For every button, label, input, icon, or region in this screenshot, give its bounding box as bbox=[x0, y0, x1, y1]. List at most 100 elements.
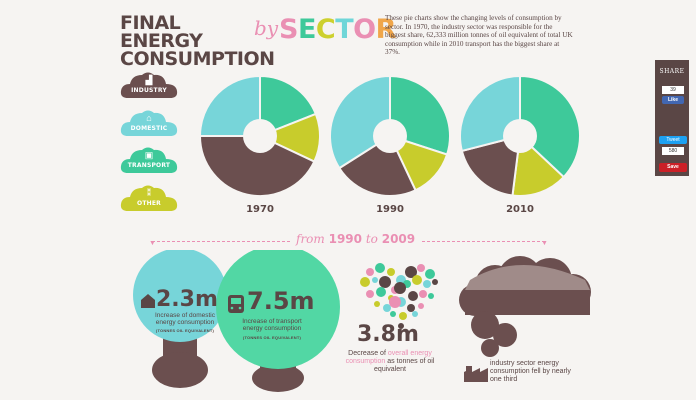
title-line-1: FINAL ENERGY bbox=[120, 12, 203, 52]
heart-dot bbox=[425, 269, 435, 279]
domestic-stat-text: Increase of domestic energy consumption bbox=[155, 312, 215, 326]
pie-slice-1990-domestic bbox=[329, 74, 391, 170]
arrow-right-icon: ▼ bbox=[541, 240, 548, 247]
heart-dot bbox=[379, 276, 391, 288]
domestic-tree-circle bbox=[133, 250, 227, 342]
pie-year-label: 1990 bbox=[376, 204, 404, 215]
transport-stat-value: 7.5m bbox=[247, 287, 315, 315]
legend-label: TRANSPORT bbox=[127, 162, 171, 169]
pie-slice-1970-industry bbox=[198, 135, 316, 197]
range-end: 2009 bbox=[381, 232, 416, 246]
heart-dot bbox=[389, 296, 401, 308]
range-to: to bbox=[365, 232, 378, 246]
house-icon: ⌂ bbox=[146, 113, 152, 123]
transport-stat-sub: (TONNES OIL EQUIVALENT) bbox=[242, 335, 302, 340]
heart-dot bbox=[418, 303, 424, 309]
stat-illustrations bbox=[133, 250, 591, 392]
range-start: 1990 bbox=[328, 232, 363, 246]
overall-text-b: as tonnes of oil equivalent bbox=[374, 358, 435, 373]
pie-year-label: 1970 bbox=[246, 204, 274, 215]
sector-letter: R bbox=[375, 14, 397, 45]
heart-dot bbox=[412, 311, 418, 317]
industry-stat-text: industry sector energy consumption fell … bbox=[490, 360, 571, 383]
range-from: from bbox=[296, 232, 325, 246]
transport-trunk-base bbox=[252, 364, 304, 392]
heart-dot bbox=[407, 304, 415, 312]
heart-dot bbox=[360, 277, 370, 287]
house-icon bbox=[141, 294, 155, 308]
legend-cloud-shape bbox=[120, 185, 178, 211]
tweet-count: 580 bbox=[662, 147, 684, 155]
pie-slice-2010-transport bbox=[519, 74, 581, 179]
legend-item-domestic: ⌂ DOMESTIC bbox=[120, 108, 178, 138]
overall-text-highlight: overall energy consumption bbox=[345, 350, 432, 365]
heart-dot bbox=[387, 268, 395, 276]
legend-label: OTHER bbox=[137, 200, 161, 207]
other-icon: ⁑ bbox=[146, 188, 152, 198]
tweet-button[interactable]: Tweet bbox=[659, 136, 687, 144]
heart-dot bbox=[390, 311, 396, 317]
heart-dot bbox=[412, 275, 422, 285]
title-by: by bbox=[254, 16, 279, 40]
heart-dot bbox=[419, 290, 427, 298]
dot-heart-icon bbox=[360, 263, 438, 329]
legend-label: INDUSTRY bbox=[131, 87, 167, 94]
heart-dot bbox=[375, 263, 385, 273]
sector-letter: T bbox=[335, 14, 354, 45]
pie-hole bbox=[373, 119, 407, 153]
transport-tree-circle bbox=[216, 250, 340, 369]
facebook-like-label: Like bbox=[667, 97, 678, 103]
share-sidebar bbox=[655, 60, 689, 176]
train-icon bbox=[228, 295, 244, 313]
heart-dot bbox=[398, 323, 404, 329]
overall-stat-text: Decrease of overall energy consumption a… bbox=[340, 350, 440, 374]
heart-dot bbox=[417, 264, 425, 272]
heart-dot bbox=[366, 268, 374, 276]
legend-cloud-shape bbox=[120, 110, 178, 136]
pie-hole bbox=[503, 119, 537, 153]
tweet-label: Tweet bbox=[666, 137, 680, 143]
domestic-stat-sub: (TONNES OIL EQUIVALENT) bbox=[155, 328, 215, 333]
domestic-stat-value: 2.3m bbox=[156, 287, 218, 312]
pie-hole bbox=[243, 119, 277, 153]
heart-dot bbox=[383, 304, 391, 312]
pie-slice-2010-industry bbox=[460, 134, 522, 197]
factory-icon: ▟ bbox=[145, 75, 153, 85]
sector-letter: S bbox=[279, 14, 298, 45]
heart-dot bbox=[423, 280, 431, 288]
heart-dot bbox=[428, 293, 434, 299]
legend-cloud-shape bbox=[120, 147, 178, 173]
legend-item-other: ⁑ OTHER bbox=[120, 183, 178, 213]
facebook-count: 39 bbox=[662, 86, 684, 94]
pie-year-label: 2010 bbox=[506, 204, 534, 215]
transport-stat-text: Increase of transport energy consumption bbox=[242, 318, 302, 332]
pie-slice-1970-transport bbox=[259, 74, 318, 138]
factory-icon bbox=[464, 366, 488, 382]
pie-charts bbox=[198, 74, 581, 197]
legend-item-industry: ▟ INDUSTRY bbox=[120, 70, 178, 100]
heart-dot bbox=[405, 266, 417, 278]
share-title: SHARE bbox=[659, 68, 685, 75]
facebook-like-button[interactable]: Like bbox=[662, 96, 684, 104]
heart-dot bbox=[374, 301, 380, 307]
legend-item-transport: ▣ TRANSPORT bbox=[120, 145, 178, 175]
sector-letter: E bbox=[297, 14, 316, 45]
heart-dot bbox=[394, 282, 406, 294]
range-label: from 1990 to 2009 bbox=[290, 232, 422, 246]
page-title: FINAL ENERGY CONSUMPTION bbox=[120, 12, 275, 70]
pinterest-save-button[interactable]: Save bbox=[659, 163, 687, 172]
heart-dot bbox=[366, 290, 374, 298]
title-line-2: CONSUMPTION bbox=[120, 48, 275, 70]
heart-dot bbox=[399, 312, 407, 320]
intro-text: These pie charts show the changing level… bbox=[385, 14, 573, 57]
heart-dot bbox=[372, 277, 378, 283]
train-icon: ▣ bbox=[144, 150, 154, 160]
overall-stat-value: 3.8m bbox=[357, 322, 419, 347]
sector-letter: O bbox=[353, 14, 376, 45]
pinterest-save-label: Save bbox=[667, 164, 679, 170]
heart-dot bbox=[408, 291, 418, 301]
heart-dot bbox=[376, 287, 386, 297]
legend-cloud-shape bbox=[120, 72, 178, 98]
industry-smoke-cloud bbox=[459, 256, 591, 357]
overall-text-a: Decrease of bbox=[348, 350, 386, 357]
